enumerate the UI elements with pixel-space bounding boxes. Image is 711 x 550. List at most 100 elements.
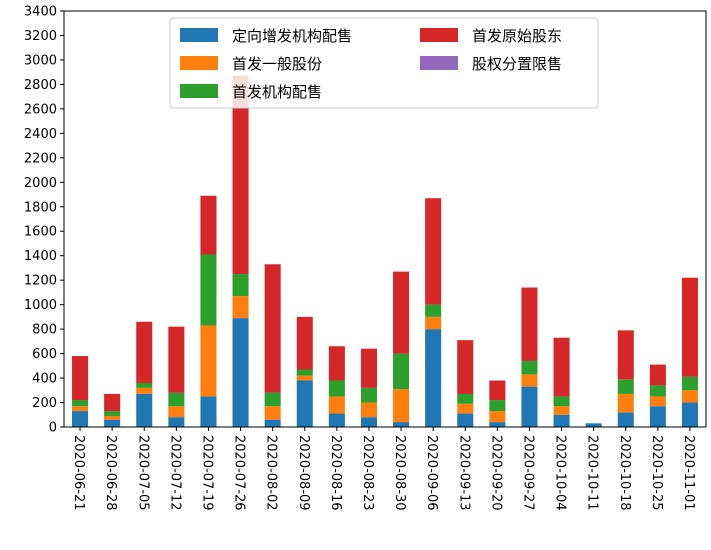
- bar-segment-2020-06-28-series-2: [104, 411, 121, 416]
- bar-segment-2020-08-16-series-2: [328, 380, 345, 397]
- x-tick-label-2020-09-06: 2020-09-06: [424, 435, 439, 511]
- legend-swatch-0: [180, 28, 218, 42]
- bar-segment-2020-08-02-series-2: [264, 392, 281, 407]
- x-tick-label-2020-06-28: 2020-06-28: [103, 435, 118, 511]
- y-tick-label-1200: 1200: [24, 274, 57, 289]
- bar-segment-2020-07-26-series-2: [232, 274, 249, 297]
- bar-segment-2020-06-28-series-0: [104, 419, 121, 427]
- bar-segment-2020-11-01-series-3: [681, 277, 698, 377]
- x-tick-label-2020-10-18: 2020-10-18: [617, 435, 632, 511]
- y-tick-label-1800: 1800: [24, 200, 57, 215]
- x-tick-label-2020-10-25: 2020-10-25: [649, 435, 664, 511]
- x-tick-label-2020-09-20: 2020-09-20: [488, 435, 503, 511]
- bar-segment-2020-08-16-series-1: [328, 396, 345, 414]
- x-tick-label-2020-08-09: 2020-08-09: [296, 435, 311, 511]
- x-tick-label-2020-09-27: 2020-09-27: [520, 435, 535, 511]
- bar-segment-2020-09-13-series-2: [457, 393, 474, 404]
- y-tick-label-1600: 1600: [24, 225, 57, 240]
- bar-segment-2020-07-19-series-1: [200, 325, 217, 397]
- y-tick-label-3200: 3200: [24, 29, 57, 44]
- bar-segment-2020-10-11-series-0: [585, 423, 602, 427]
- bar-segment-2020-09-06-series-0: [425, 329, 442, 427]
- bar-segment-2020-10-25-series-0: [649, 406, 666, 427]
- bar-segment-2020-09-13-series-3: [457, 340, 474, 394]
- bar-segment-2020-08-02-series-0: [264, 419, 281, 427]
- bar-segment-2020-07-19-series-3: [200, 195, 217, 255]
- legend-swatch-4: [420, 56, 458, 70]
- bar-segment-2020-07-19-series-2: [200, 254, 217, 326]
- bar-segment-2020-07-19-series-0: [200, 396, 217, 427]
- plot-frame: [63, 10, 707, 428]
- bar-segment-2020-08-02-series-3: [264, 264, 281, 393]
- legend-label-2: 首发机构配售: [232, 83, 322, 101]
- y-tick-label-2400: 2400: [24, 127, 57, 142]
- bar-segment-2020-08-16-series-0: [328, 413, 345, 427]
- bar-segment-2020-07-12-series-2: [168, 392, 185, 407]
- bar-segment-2020-07-12-series-1: [168, 406, 185, 418]
- bar-segment-2020-07-05-series-3: [136, 321, 153, 383]
- bar-segment-2020-06-28-series-1: [104, 415, 121, 420]
- x-tick-label-2020-07-05: 2020-07-05: [135, 435, 150, 511]
- bar-segment-2020-09-27-series-2: [521, 360, 538, 375]
- bar-segment-2020-09-13-series-1: [457, 403, 474, 414]
- y-tick-label-200: 200: [32, 396, 57, 411]
- y-tick-label-2600: 2600: [24, 102, 57, 117]
- bar-segment-2020-10-18-series-3: [617, 330, 634, 380]
- bar-segment-2020-08-16-series-3: [328, 346, 345, 381]
- bar-segment-2020-06-21-series-0: [72, 411, 89, 427]
- y-tick-label-3000: 3000: [24, 53, 57, 68]
- bar-segment-2020-08-30-series-2: [393, 353, 410, 390]
- bar-segment-2020-08-09-series-1: [296, 375, 313, 381]
- bar-segment-2020-10-18-series-1: [617, 393, 634, 413]
- bar-segment-2020-09-27-series-3: [521, 287, 538, 361]
- x-tick-label-2020-10-11: 2020-10-11: [585, 435, 600, 511]
- bar-segment-2020-09-06-series-3: [425, 198, 442, 305]
- bar-segment-2020-10-04-series-1: [553, 406, 570, 415]
- x-tick-label-2020-07-26: 2020-07-26: [232, 435, 247, 511]
- bar-segment-2020-10-18-series-2: [617, 379, 634, 394]
- bar-segment-2020-11-01-series-0: [681, 402, 698, 427]
- x-tick-label-2020-08-23: 2020-08-23: [360, 435, 375, 511]
- bar-segment-2020-08-30-series-0: [393, 422, 410, 427]
- y-tick-label-400: 400: [32, 372, 57, 387]
- bar-segment-2020-08-09-series-0: [296, 380, 313, 427]
- bar-segment-2020-08-23-series-0: [360, 417, 377, 427]
- bar-segment-2020-11-01-series-2: [681, 376, 698, 391]
- bar-segment-2020-09-20-series-0: [489, 422, 506, 427]
- bar-segment-2020-09-20-series-3: [489, 380, 506, 401]
- bar-segment-2020-09-27-series-1: [521, 374, 538, 387]
- bar-segment-2020-07-26-series-3: [232, 75, 249, 275]
- legend-box: [169, 17, 599, 109]
- legend-swatch-1: [180, 56, 218, 70]
- y-tick-label-2200: 2200: [24, 151, 57, 166]
- bar-segment-2020-08-30-series-1: [393, 389, 410, 423]
- y-tick-label-600: 600: [32, 347, 57, 362]
- axes-layer: 0 200 400 600 800 1000 1200 1400 1600 1800 2000 220…: [24, 5, 707, 511]
- bar-segment-2020-08-23-series-3: [360, 348, 377, 388]
- bar-segment-2020-10-18-series-0: [617, 412, 634, 427]
- y-tick-label-0: 0: [49, 421, 57, 436]
- bar-segment-2020-08-23-series-2: [360, 387, 377, 403]
- legend-label-3: 首发原始股东: [472, 27, 562, 45]
- y-tick-label-1400: 1400: [24, 249, 57, 264]
- bar-segment-2020-10-04-series-0: [553, 414, 570, 427]
- bar-segment-2020-08-09-series-3: [296, 316, 313, 370]
- legend-swatch-3: [420, 28, 458, 42]
- bar-segment-2020-07-12-series-3: [168, 326, 185, 393]
- bar-segment-2020-10-25-series-2: [649, 385, 666, 397]
- x-tick-label-2020-08-16: 2020-08-16: [328, 435, 343, 511]
- x-tick-label-2020-06-21: 2020-06-21: [71, 435, 86, 511]
- bar-segment-2020-07-26-series-1: [232, 296, 249, 319]
- bar-segment-2020-09-20-series-1: [489, 411, 506, 423]
- bar-segment-2020-07-12-series-0: [168, 417, 185, 427]
- x-tick-label-2020-10-04: 2020-10-04: [553, 435, 568, 511]
- x-tick-label-2020-11-01: 2020-11-01: [681, 435, 696, 511]
- legend-label-4: 股权分置限售: [472, 55, 562, 73]
- x-tick-label-2020-08-02: 2020-08-02: [264, 435, 279, 511]
- bar-segment-2020-06-21-series-2: [72, 400, 89, 407]
- x-tick-label-2020-08-30: 2020-08-30: [392, 435, 407, 511]
- bar-segment-2020-06-21-series-1: [72, 406, 89, 412]
- bar-segment-2020-09-20-series-2: [489, 400, 506, 412]
